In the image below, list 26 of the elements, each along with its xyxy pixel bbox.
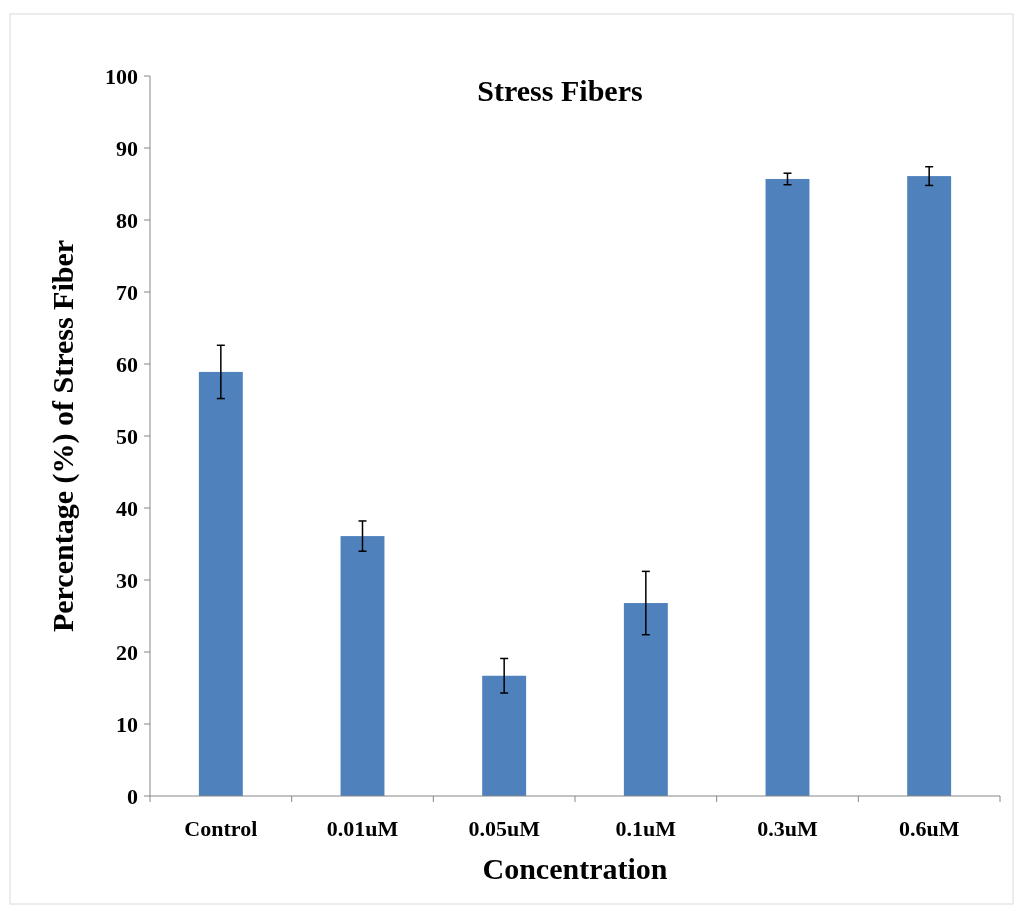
y-tick-label: 80: [116, 207, 138, 233]
y-tick-label: 10: [116, 711, 138, 737]
y-tick-label: 100: [105, 63, 138, 89]
y-tick-label: 50: [116, 423, 138, 449]
x-tick-label: 0.6uM: [898, 816, 960, 841]
x-tick-label: 0.3uM: [757, 816, 818, 841]
y-tick-label: 40: [116, 495, 138, 521]
bar: [907, 176, 952, 796]
chart-title: Stress Fibers: [477, 74, 643, 107]
x-axis-title: Concentration: [482, 852, 668, 885]
bar: [198, 371, 243, 796]
x-tick-label: 0.01uM: [326, 816, 399, 841]
bar: [482, 675, 527, 796]
y-tick-label: 60: [116, 351, 138, 377]
y-tick-label: 30: [116, 567, 138, 593]
y-tick-label: 90: [116, 135, 138, 161]
x-tick-label: 0.1uM: [615, 816, 677, 841]
x-tick-label: Control: [184, 816, 258, 841]
y-tick-label: 20: [116, 639, 138, 665]
bar: [765, 178, 810, 796]
bar: [623, 603, 668, 796]
bar: [340, 536, 385, 796]
y-tick-label: 70: [116, 279, 138, 305]
y-tick-label: 0: [127, 783, 138, 809]
x-tick-label: 0.05uM: [468, 816, 541, 841]
y-axis-title: Percentage (%) of Stress Fiber: [46, 239, 80, 633]
